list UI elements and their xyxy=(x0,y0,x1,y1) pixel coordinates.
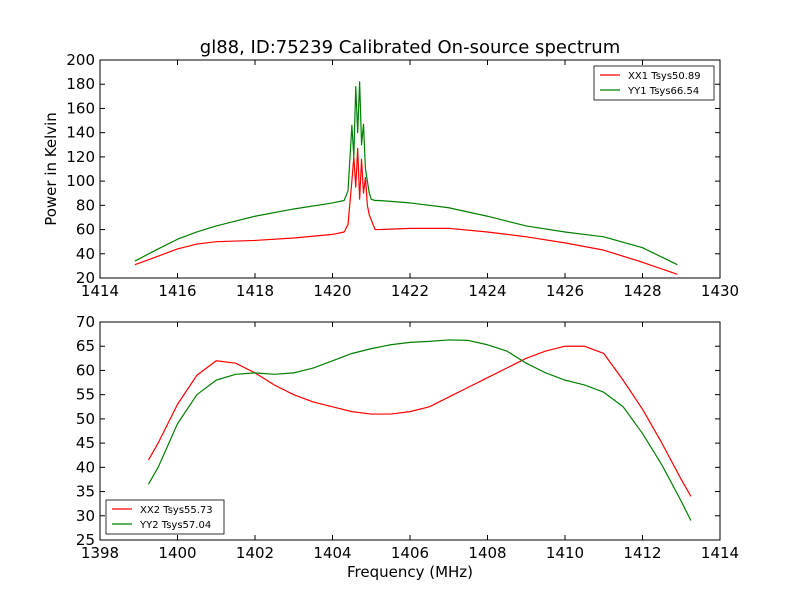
x-tick-label: 1406 xyxy=(391,544,429,562)
legend-label-yy2: YY2 Tsys57.04 xyxy=(139,520,211,531)
series-line-xx1 xyxy=(134,147,678,275)
y-tick-label: 40 xyxy=(76,458,95,476)
bottom-plot-frame xyxy=(99,321,721,541)
bottom-legend: XX2 Tsys55.73 YY2 Tsys57.04 xyxy=(105,499,225,535)
y-tick-label: 65 xyxy=(76,337,95,355)
y-tick-label: 180 xyxy=(66,75,95,93)
series-line-xx2 xyxy=(147,345,692,497)
bottom-ticks: 1398 1400 1402 1404 1406 1408 1410 1412 1414 25 30… xyxy=(76,313,739,562)
top-series-lines xyxy=(134,81,678,275)
bottom-legend-box xyxy=(105,499,225,535)
y-tick-label: 25 xyxy=(76,531,95,549)
y-tick-label: 80 xyxy=(76,196,95,214)
y-tick-label: 45 xyxy=(76,434,95,452)
x-tick-label: 1408 xyxy=(468,544,506,562)
bottom-subplot: Frequency (MHz) 1398 1400 1402 1404 1406 1408… xyxy=(76,313,739,581)
x-axis-label-bottom: Frequency (MHz) xyxy=(347,563,473,581)
y-tick-label: 50 xyxy=(76,410,95,428)
y-tick-label: 120 xyxy=(66,148,95,166)
x-tick-label: 1426 xyxy=(546,282,584,300)
x-tick-label: 1412 xyxy=(623,544,661,562)
y-tick-label: 200 xyxy=(66,51,95,69)
bottom-series-lines xyxy=(147,339,692,521)
y-tick-label: 40 xyxy=(76,245,95,263)
x-tick-label: 1414 xyxy=(81,282,119,300)
legend-label-yy1: YY1 Tsys66.54 xyxy=(627,86,699,97)
y-tick-label: 70 xyxy=(76,313,95,331)
x-tick-label: 1428 xyxy=(623,282,661,300)
y-axis-label-top: Power in Kelvin xyxy=(42,112,60,226)
x-tick-label: 1420 xyxy=(313,282,351,300)
top-legend-box xyxy=(593,65,715,101)
top-ticks: 1414 1416 1418 1420 1422 1424 1426 1428 1430 20 40… xyxy=(66,51,739,300)
x-tick-label: 1424 xyxy=(468,282,506,300)
legend-label-xx2: XX2 Tsys55.73 xyxy=(140,505,213,516)
x-tick-label: 1400 xyxy=(158,544,196,562)
legend-label-xx1: XX1 Tsys50.89 xyxy=(628,71,701,82)
y-tick-label: 55 xyxy=(76,386,95,404)
x-tick-label: 1410 xyxy=(546,544,584,562)
x-tick-label: 1430 xyxy=(701,282,739,300)
y-tick-label: 35 xyxy=(76,483,95,501)
series-line-yy2 xyxy=(147,339,692,521)
top-subplot: gl88, ID:75239 Calibrated On-source spec… xyxy=(42,37,739,300)
top-legend: XX1 Tsys50.89 YY1 Tsys66.54 xyxy=(593,65,715,101)
y-tick-label: 160 xyxy=(66,99,95,117)
series-line-yy1 xyxy=(134,81,678,266)
x-tick-label: 1418 xyxy=(236,282,274,300)
y-tick-label: 30 xyxy=(76,507,95,525)
y-tick-label: 60 xyxy=(76,361,95,379)
x-tick-label: 1422 xyxy=(391,282,429,300)
x-tick-label: 1402 xyxy=(236,544,274,562)
x-tick-label: 1398 xyxy=(81,544,119,562)
chart-title: gl88, ID:75239 Calibrated On-source spec… xyxy=(200,37,620,58)
y-tick-label: 100 xyxy=(66,172,95,190)
x-tick-label: 1404 xyxy=(313,544,351,562)
y-tick-label: 140 xyxy=(66,124,95,142)
y-tick-label: 20 xyxy=(76,269,95,287)
x-tick-label: 1416 xyxy=(158,282,196,300)
x-tick-label: 1414 xyxy=(701,544,739,562)
top-plot-frame xyxy=(99,59,721,279)
y-tick-label: 60 xyxy=(76,221,95,239)
